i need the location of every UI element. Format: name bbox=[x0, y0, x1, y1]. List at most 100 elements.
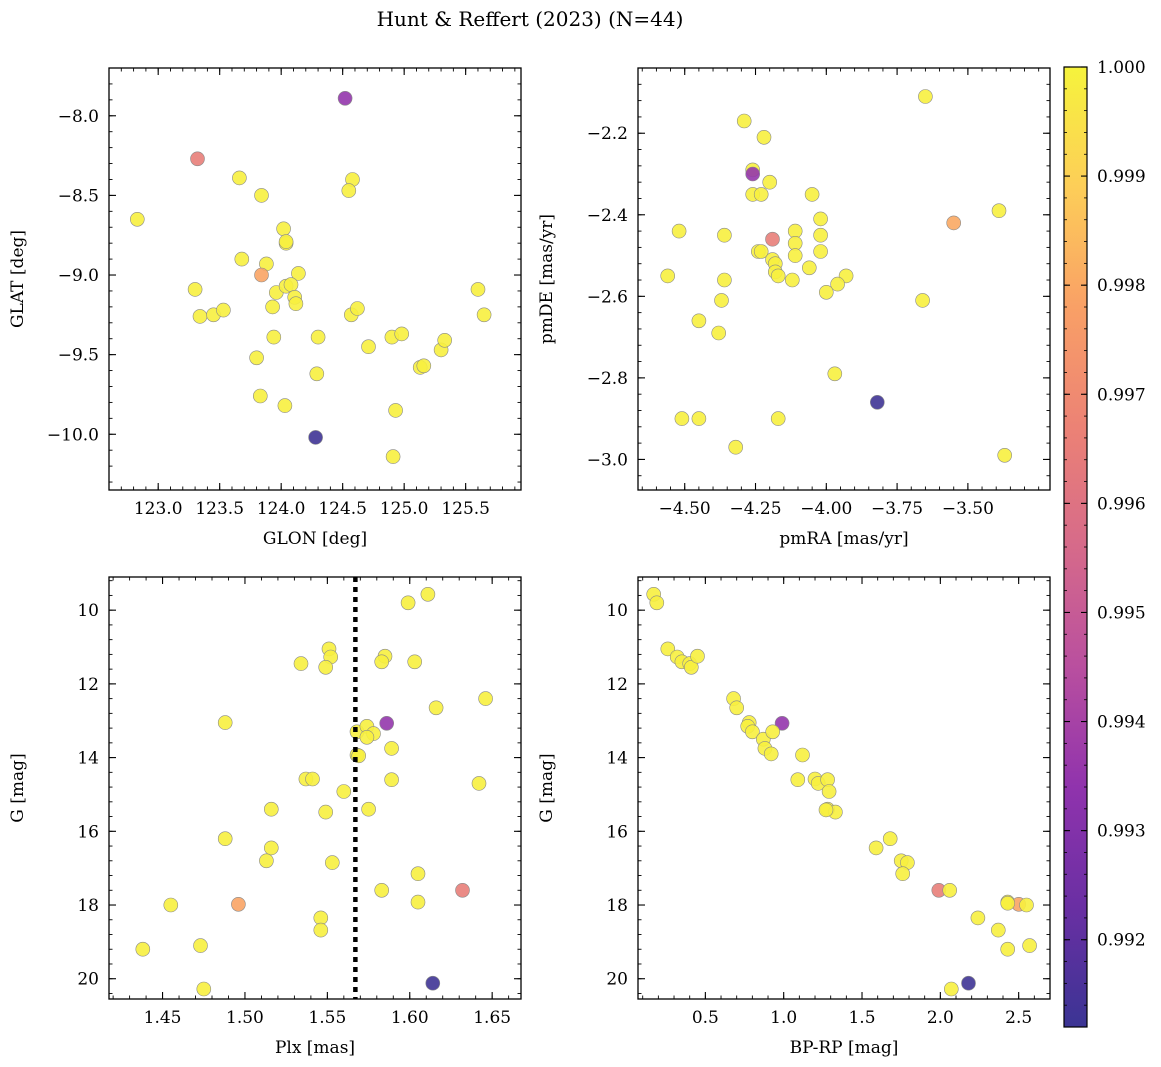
data-point bbox=[745, 166, 761, 182]
data-point bbox=[478, 691, 493, 706]
data-point bbox=[1019, 897, 1034, 913]
scatter-points-pmra-pmde bbox=[660, 89, 1013, 463]
data-point bbox=[690, 648, 705, 664]
colorbar-tick-label: 0.994 bbox=[1097, 713, 1146, 733]
data-point bbox=[278, 234, 294, 249]
data-point bbox=[942, 882, 958, 898]
data-point bbox=[324, 855, 340, 870]
x-tick-label: 125.0 bbox=[380, 499, 429, 519]
data-point bbox=[1022, 938, 1037, 953]
x-tick-label: 1.55 bbox=[308, 1008, 346, 1028]
y-tick-label: −9.5 bbox=[58, 346, 99, 366]
data-point bbox=[470, 282, 486, 297]
data-point bbox=[361, 801, 376, 817]
data-point bbox=[1000, 895, 1016, 911]
axis-ticks: 123.0 123.5 124.0 124.5 125.0 125.5 −8.0 −8.5 −9… bbox=[47, 67, 521, 519]
data-point bbox=[196, 981, 212, 997]
data-point bbox=[337, 91, 353, 106]
panel-bprp-gmag: 0.5 1.0 1.5 2.0 2.5 10 12 14 16 18 20 BP-RP [mag] G … bbox=[537, 576, 1051, 1058]
axes-frame bbox=[637, 576, 1051, 1000]
data-point bbox=[249, 350, 264, 366]
y-tick-label: 18 bbox=[77, 896, 99, 916]
y-tick-label: 20 bbox=[77, 970, 99, 990]
x-tick-label: 124.0 bbox=[257, 499, 306, 519]
y-tick-label: 16 bbox=[77, 822, 99, 842]
data-point bbox=[728, 439, 744, 455]
y-tick-label: −2.6 bbox=[587, 287, 628, 307]
y-tick-label: −2.4 bbox=[587, 206, 628, 226]
data-point bbox=[774, 715, 790, 731]
data-point bbox=[374, 882, 390, 898]
data-point bbox=[259, 853, 274, 869]
data-point bbox=[649, 595, 665, 611]
data-point bbox=[660, 641, 676, 657]
data-point bbox=[813, 244, 828, 259]
data-point bbox=[379, 715, 395, 731]
data-point bbox=[336, 784, 352, 799]
data-point bbox=[745, 724, 760, 740]
data-point bbox=[313, 922, 329, 938]
x-tick-label: −4.50 bbox=[659, 499, 711, 519]
y-tick-label: −3.0 bbox=[587, 450, 628, 470]
data-point bbox=[309, 366, 325, 382]
data-point bbox=[753, 187, 769, 202]
data-point bbox=[691, 411, 707, 426]
data-point bbox=[790, 772, 806, 788]
colorbar: 0.992 0.993 0.994 0.995 0.996 0.997 0.998 0.999… bbox=[1063, 58, 1146, 1028]
data-point bbox=[350, 301, 365, 316]
y-tick-label: 14 bbox=[606, 749, 628, 769]
data-point bbox=[252, 388, 268, 404]
y-tick-label: 20 bbox=[606, 970, 628, 990]
y-tick-label: 18 bbox=[606, 896, 628, 916]
data-point bbox=[318, 804, 334, 820]
data-point bbox=[946, 215, 962, 231]
data-point bbox=[660, 268, 676, 284]
x-tick-label: 1.60 bbox=[391, 1008, 429, 1028]
data-point bbox=[717, 272, 732, 288]
x-tick-label: 0.5 bbox=[692, 1008, 719, 1028]
data-point bbox=[762, 174, 778, 190]
data-point bbox=[394, 326, 410, 342]
data-point bbox=[217, 831, 233, 847]
data-point bbox=[384, 772, 399, 788]
colorbar-gradient bbox=[1063, 66, 1088, 1028]
x-tick-label: 1.45 bbox=[144, 1008, 182, 1028]
data-point bbox=[770, 411, 786, 426]
data-point bbox=[787, 236, 803, 251]
data-point bbox=[455, 882, 470, 898]
x-tick-label: −4.25 bbox=[729, 499, 781, 519]
data-point bbox=[305, 771, 320, 787]
data-point bbox=[283, 277, 299, 292]
colorbar-tick-label: 0.999 bbox=[1097, 167, 1146, 187]
data-point bbox=[293, 656, 309, 671]
data-point bbox=[437, 332, 453, 348]
data-point bbox=[765, 231, 780, 247]
x-tick-label: 123.0 bbox=[134, 499, 183, 519]
data-point bbox=[407, 654, 423, 670]
data-point bbox=[187, 282, 203, 297]
y-tick-label: 12 bbox=[77, 675, 99, 695]
data-point bbox=[821, 784, 837, 799]
data-point bbox=[671, 223, 687, 239]
data-point bbox=[310, 329, 326, 345]
data-point bbox=[254, 188, 269, 203]
data-point bbox=[234, 251, 250, 267]
x-tick-label: 1.50 bbox=[226, 1008, 264, 1028]
data-point bbox=[915, 293, 930, 308]
colorbar-tick-label: 0.996 bbox=[1097, 494, 1146, 514]
data-point bbox=[763, 746, 779, 762]
panel-glon-glat: 123.0 123.5 124.0 124.5 125.0 125.5 −8.0 −8.5 −9… bbox=[8, 67, 522, 549]
axis-ticks: 0.5 1.0 1.5 2.0 2.5 10 12 14 16 18 20 bbox=[606, 577, 1051, 1028]
data-point bbox=[410, 866, 426, 882]
colorbar-tick-label: 0.997 bbox=[1097, 385, 1146, 405]
data-point bbox=[765, 724, 781, 740]
data-point bbox=[263, 801, 279, 817]
data-point bbox=[216, 302, 231, 318]
x-axis-label: pmRA [mas/yr] bbox=[779, 529, 908, 549]
data-point bbox=[729, 700, 745, 716]
x-tick-label: 124.5 bbox=[318, 499, 367, 519]
data-point bbox=[801, 260, 817, 276]
axes-frame bbox=[637, 67, 1051, 491]
data-point bbox=[756, 130, 772, 145]
data-point bbox=[384, 741, 399, 756]
